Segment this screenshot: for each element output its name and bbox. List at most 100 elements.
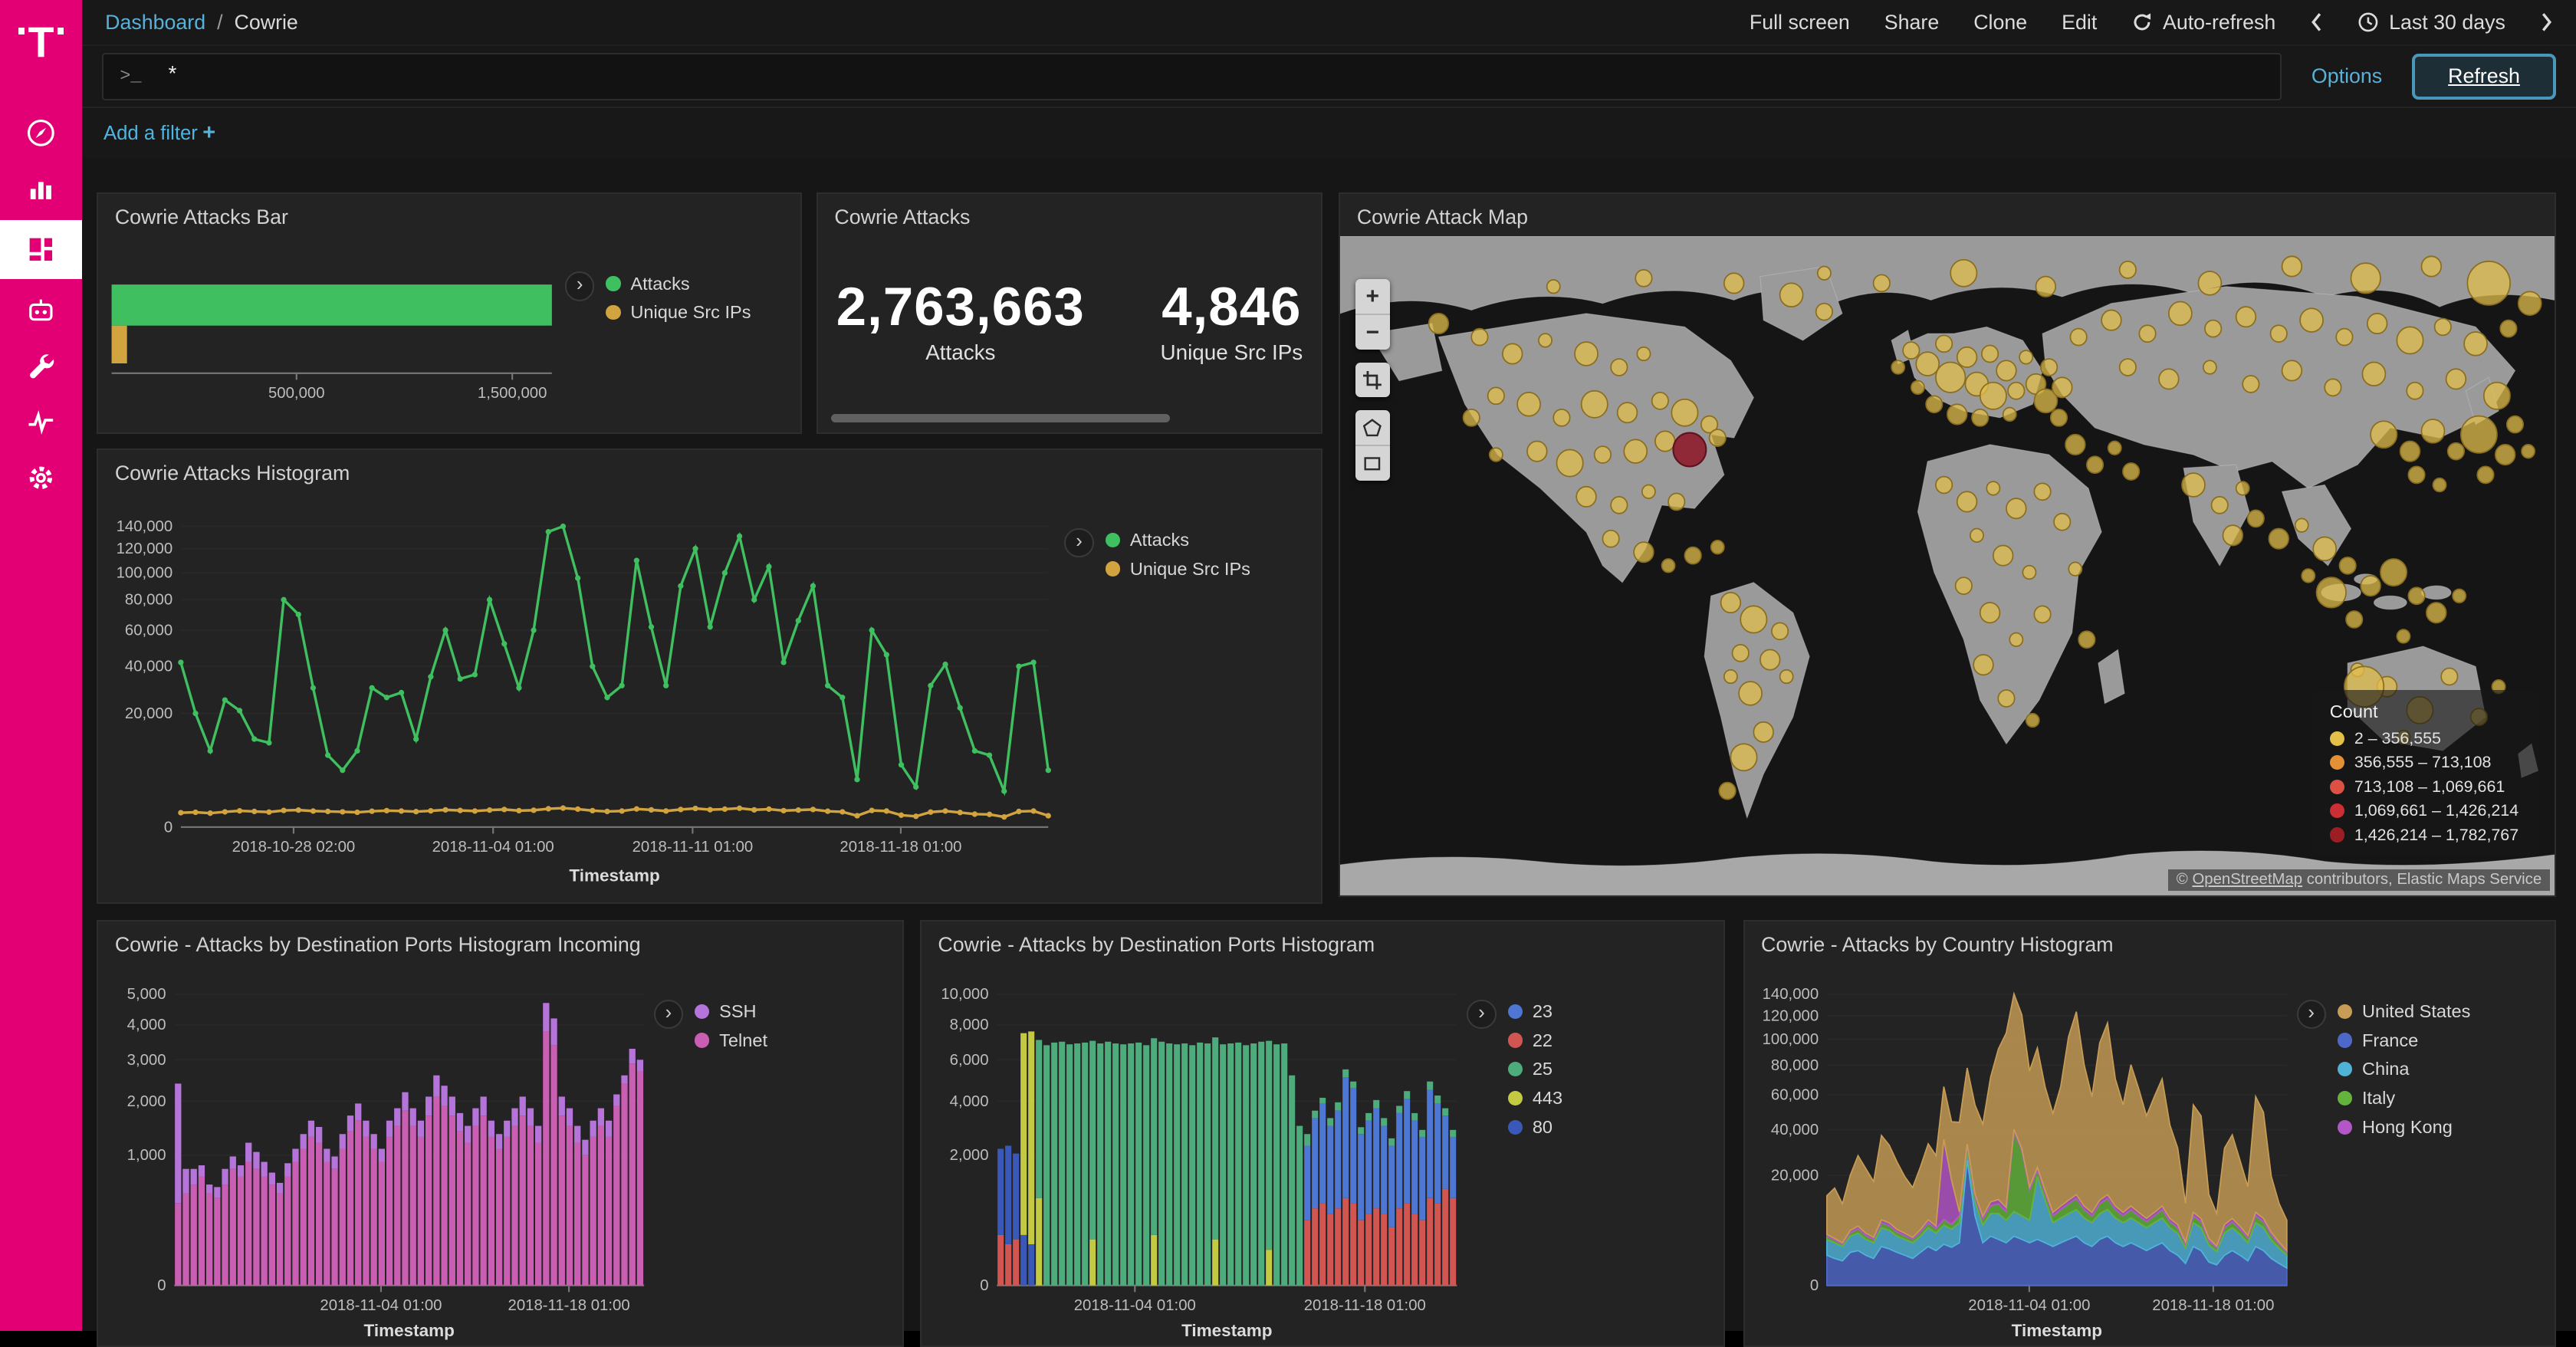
legend-item[interactable]: 25 <box>1507 1059 1562 1079</box>
rectangle-tool-icon <box>1364 457 1381 471</box>
map-legend-item[interactable]: 713,108 – 1,069,661 <box>2329 777 2524 797</box>
svg-text:80,000: 80,000 <box>125 592 172 609</box>
map-draw-rectangle-button[interactable] <box>1355 446 1390 481</box>
auto-refresh-button[interactable]: Auto-refresh <box>2131 11 2275 34</box>
chevron-left-icon <box>2312 13 2321 31</box>
legend-toggle-icon[interactable]: › <box>2296 999 2326 1029</box>
attribution-middle: contributors, <box>2302 871 2397 889</box>
svg-text:2018-11-04 01:00: 2018-11-04 01:00 <box>1968 1297 2090 1314</box>
map-legend-item[interactable]: 2 – 356,555 <box>2329 729 2524 748</box>
legend-dot <box>2329 731 2344 747</box>
legend-item[interactable]: Unique Src IPs <box>1105 559 1250 580</box>
time-forward-button[interactable] <box>2540 12 2553 32</box>
panel-title: Cowrie Attacks Bar <box>114 205 288 228</box>
ports-incoming-chart[interactable]: 0 1,000 2,000 3,000 4,000 5,000 2018-11-04 01:… <box>102 967 654 1342</box>
panel-ports-incoming-histogram: Cowrie - Attacks by Destination Ports Hi… <box>97 919 904 1347</box>
panel-cowrie-attacks-bar: Cowrie Attacks Bar 500,000 1,500,000 › At… <box>97 192 802 435</box>
sidebar-item-management[interactable] <box>0 450 82 506</box>
legend-toggle-icon[interactable]: › <box>1467 999 1497 1029</box>
clone-button[interactable]: Clone <box>1973 10 2028 34</box>
sidebar-item-dashboard[interactable] <box>0 220 83 280</box>
query-options-link[interactable]: Options <box>2311 64 2383 88</box>
heartbeat-icon <box>28 410 54 435</box>
legend-toggle-icon[interactable]: › <box>653 999 683 1029</box>
legend-item[interactable]: Unique Src IPs <box>606 302 751 323</box>
metric-unique-ips: 4,846 Unique Src IPs <box>1161 275 1303 365</box>
svg-text:100,000: 100,000 <box>1762 1031 1819 1048</box>
share-button[interactable]: Share <box>1884 10 1940 34</box>
legend-item[interactable]: Italy <box>2337 1088 2471 1109</box>
legend-item[interactable]: Attacks <box>1105 530 1250 550</box>
attack-map[interactable]: + − Count <box>1340 236 2555 895</box>
add-filter-link[interactable]: Add a filter + <box>104 120 215 146</box>
map-draw-polygon-button[interactable] <box>1355 410 1390 447</box>
legend-item[interactable]: 80 <box>1507 1117 1562 1138</box>
full-screen-button[interactable]: Full screen <box>1749 10 1850 34</box>
search-input[interactable] <box>163 63 2264 90</box>
app-nav <box>0 105 83 506</box>
legend-item[interactable]: 22 <box>1507 1030 1562 1051</box>
svg-text:2018-11-18 01:00: 2018-11-18 01:00 <box>508 1297 629 1314</box>
svg-text:120,000: 120,000 <box>1762 1007 1819 1024</box>
legend-label: 356,555 – 713,108 <box>2354 753 2492 772</box>
legend-label: Unique Src IPs <box>630 302 751 323</box>
horizontal-scrollbar[interactable] <box>831 414 1170 422</box>
legend-item[interactable]: United States <box>2337 1000 2471 1022</box>
map-legend-title: Count <box>2329 701 2378 722</box>
legend-item[interactable]: SSH <box>694 1001 767 1022</box>
gear-icon <box>29 466 53 490</box>
legend-label: 1,426,214 – 1,782,767 <box>2354 825 2519 844</box>
attacks-bar-chart[interactable]: 500,000 1,500,000 <box>105 271 565 435</box>
svg-text:80,000: 80,000 <box>1771 1057 1819 1074</box>
map-legend-item[interactable]: 356,555 – 713,108 <box>2329 753 2524 772</box>
edit-button[interactable]: Edit <box>2062 10 2098 34</box>
legend-item[interactable]: Telnet <box>694 1030 767 1051</box>
map-zoom-out-button[interactable]: − <box>1355 315 1390 350</box>
legend-item[interactable]: 443 <box>1507 1088 1562 1109</box>
map-legend-item[interactable]: 1,069,661 – 1,426,214 <box>2329 801 2524 820</box>
top-nav-bar: Dashboard / Cowrie Full screen Share Clo… <box>82 0 2576 46</box>
legend-toggle-icon[interactable]: › <box>564 271 595 301</box>
sidebar-item-devtools[interactable] <box>0 338 82 394</box>
svg-text:0: 0 <box>164 819 172 836</box>
svg-text:2018-11-04 01:00: 2018-11-04 01:00 <box>320 1297 442 1314</box>
metric-value: 2,763,663 <box>836 275 1085 337</box>
refresh-button[interactable]: Refresh <box>2411 53 2557 100</box>
map-legend-item[interactable]: 1,426,214 – 1,782,767 <box>2329 825 2524 845</box>
time-back-button[interactable] <box>2310 12 2323 32</box>
sidebar-item-visualize[interactable] <box>0 161 82 217</box>
attacks-histogram-chart[interactable]: 0 20,000 40,000 60,000 80,000 100,000 120,000 1… <box>102 495 1065 886</box>
breadcrumb-dashboard-link[interactable]: Dashboard <box>105 10 206 34</box>
ports-histogram-chart[interactable]: 0 2,000 4,000 6,000 8,000 10,000 2018-11-04 01… <box>925 967 1467 1342</box>
legend-item[interactable]: Attacks <box>606 274 751 294</box>
legend-dot <box>1507 1119 1523 1135</box>
attribution-service: Elastic Maps Service <box>2397 871 2542 889</box>
legend-label: United States <box>2361 1000 2471 1021</box>
map-fit-bounds-button[interactable] <box>1355 363 1390 398</box>
legend-dot <box>2337 1004 2353 1019</box>
legend-item[interactable]: France <box>2337 1030 2471 1051</box>
legend-item[interactable]: 23 <box>1507 1001 1562 1022</box>
map-zoom-in-button[interactable]: + <box>1355 279 1390 316</box>
metric-label: Unique Src IPs <box>1160 340 1303 364</box>
openstreetmap-link[interactable]: OpenStreetMap <box>2192 871 2303 889</box>
legend-dot <box>2337 1033 2353 1048</box>
search-input-wrapper[interactable]: >_ <box>101 52 2282 100</box>
legend-toggle-icon[interactable]: › <box>1064 527 1094 557</box>
top-nav-actions: Full screen Share Clone Edit Auto-refres… <box>1750 11 2553 34</box>
legend-item[interactable]: China <box>2337 1059 2471 1079</box>
panel-title: Cowrie - Attacks by Destination Ports Hi… <box>938 932 1375 956</box>
country-histogram-chart[interactable]: 0 20,000 40,000 60,000 80,000 100,000 120,000 1… <box>1748 967 2297 1342</box>
svg-text:140,000: 140,000 <box>1762 986 1819 1003</box>
auto-refresh-label: Auto-refresh <box>2162 10 2276 34</box>
legend-item[interactable]: Hong Kong <box>2337 1117 2471 1138</box>
sidebar-item-timelion[interactable] <box>0 283 82 339</box>
svg-text:2018-10-28 02:00: 2018-10-28 02:00 <box>232 839 355 856</box>
time-picker-button[interactable]: Last 30 days <box>2358 11 2505 34</box>
filter-bar: Add a filter + <box>82 108 2576 158</box>
sidebar-item-discover[interactable] <box>0 105 82 161</box>
tmobile-logo[interactable]: T <box>0 0 82 85</box>
svg-text:40,000: 40,000 <box>1771 1122 1819 1138</box>
sidebar-item-monitoring[interactable] <box>0 394 82 450</box>
panel-country-histogram: Cowrie - Attacks by Country Histogram 0 2… <box>1743 919 2557 1347</box>
